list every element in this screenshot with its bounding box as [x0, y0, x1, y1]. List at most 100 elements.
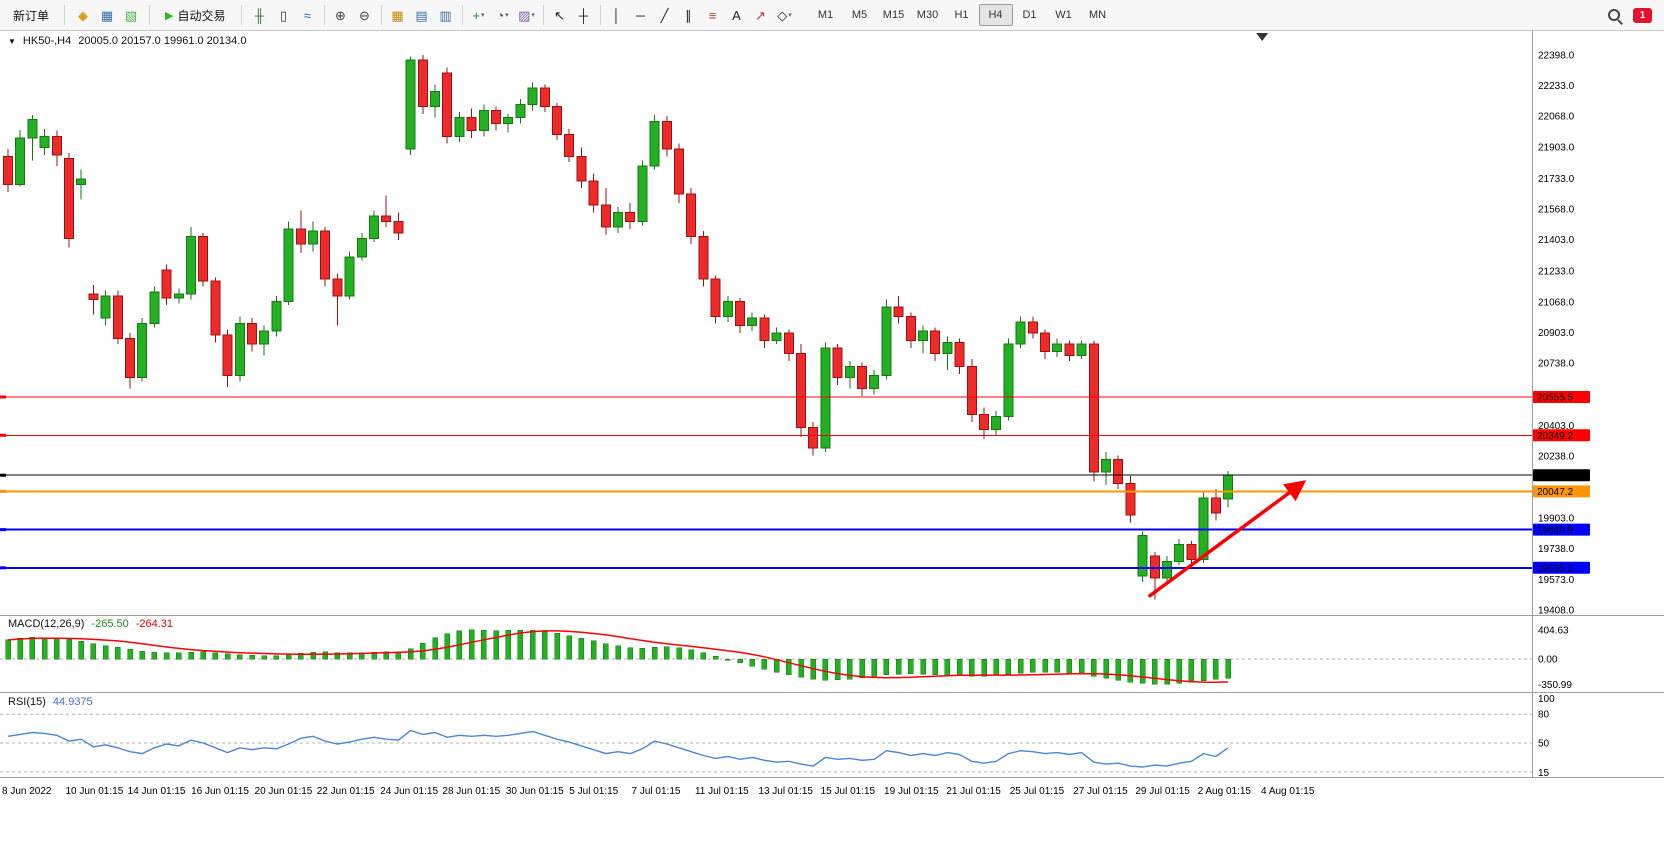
timeframe-button-m15[interactable]: M15 — [882, 9, 905, 21]
svg-text:0.00: 0.00 — [1538, 655, 1558, 666]
timeframe-button-w1[interactable]: W1 — [1055, 9, 1072, 21]
svg-text:5 Jul 01:15: 5 Jul 01:15 — [569, 786, 618, 797]
price-tag-19635.2: 19635.2 — [1533, 561, 1590, 574]
cursor-icon-glyph: ↖ — [554, 7, 565, 23]
trend-arrow[interactable] — [1147, 480, 1307, 599]
price-tag-20349.2: 20349.2 — [1533, 429, 1590, 442]
chart-canvas[interactable]: 22398.0 22233.0 22068.0 21903.0 21733.0 21568… — [0, 31, 1664, 801]
crosshair-icon[interactable]: ┼ — [572, 4, 596, 26]
horizontal-line-20555.5[interactable] — [0, 395, 1532, 399]
shapes-icon[interactable]: ◇ ▾ — [773, 4, 797, 26]
svg-text:19840.9: 19840.9 — [1537, 525, 1574, 536]
svg-text:29 Jul 01:15: 29 Jul 01:15 — [1135, 786, 1190, 797]
svg-text:20403.0: 20403.0 — [1538, 421, 1575, 432]
chevron-down-icon: ▾ — [505, 11, 509, 19]
horizontal-line-19635.2[interactable] — [0, 566, 1532, 570]
notification-badge[interactable]: 1 — [1633, 7, 1652, 23]
horizontal-line-icon[interactable]: ─ — [629, 4, 653, 26]
hline-left-marker — [0, 433, 6, 437]
autotrading-label: 自动交易 — [177, 8, 226, 23]
rsi-line — [7, 729, 1229, 768]
toolbar-divider — [542, 5, 544, 25]
cascade-windows-icon[interactable]: ▤ — [410, 4, 434, 26]
svg-text:22398.0: 22398.0 — [1538, 50, 1575, 61]
horizontal-line-19840.9[interactable] — [0, 528, 1532, 532]
toolbar-divider — [64, 5, 66, 25]
cascade-windows-icon-glyph: ▤ — [415, 7, 428, 23]
bar-chart-icon[interactable]: ╫ — [248, 4, 272, 26]
rsi-axis-labels: 100 80 50 15 — [1538, 694, 1555, 779]
hline-left-marker — [0, 473, 6, 477]
arrange-windows-icon-glyph: ▥ — [439, 7, 452, 23]
svg-text:-350.99: -350.99 — [1538, 680, 1572, 691]
svg-text:7 Jul 01:15: 7 Jul 01:15 — [632, 786, 681, 797]
text-icon[interactable]: A — [725, 4, 749, 26]
timeframe-button-mn[interactable]: MN — [1088, 9, 1107, 21]
svg-text:20238.0: 20238.0 — [1538, 451, 1575, 462]
data-window-icon[interactable]: ▦ — [95, 4, 119, 26]
horizontal-line-20047.2[interactable] — [0, 489, 1532, 493]
search-icon[interactable] — [1606, 7, 1623, 24]
svg-text:27 Jul 01:15: 27 Jul 01:15 — [1073, 786, 1128, 797]
channel-icon[interactable]: ∥ — [677, 4, 701, 26]
window-icons-group: ◆ ▦ ▧ — [71, 4, 143, 26]
line-chart-icon[interactable]: ≈ — [296, 4, 320, 26]
timeframe-button-d1[interactable]: D1 — [1022, 9, 1037, 21]
main-toolbar: 新订单 ◆ ▦ ▧ ▶ 自动交易 ╫ ▯ ≈ ⊕ ⊖ ▦ ▤ ▥ + ▾ ◔ ▾ ▨ ▾ ↖ ┼ │ ─ ╱ ∥ ≡ A ↗ ◇ ▾… — [0, 0, 1664, 31]
tile-windows-icon[interactable]: ▦ — [386, 4, 410, 26]
hline-left-marker — [0, 566, 6, 570]
templates-icon[interactable]: ▨ ▾ — [515, 4, 539, 26]
arrange-windows-icon[interactable]: ▥ — [434, 4, 458, 26]
toolbar-divider — [380, 5, 382, 25]
svg-text:20555.5: 20555.5 — [1537, 392, 1574, 403]
svg-text:19738.0: 19738.0 — [1538, 544, 1575, 555]
zoom-in-icon[interactable]: ⊕ — [329, 4, 353, 26]
timeframe-button-h4[interactable]: H4 — [978, 4, 1013, 26]
time-axis-labels: 8 Jun 2022 10 Jun 01:15 14 Jun 01:15 16 Jun… — [2, 786, 1315, 797]
macd-histogram — [5, 629, 1231, 685]
arrows-icon[interactable]: ↗ — [749, 4, 773, 26]
vertical-line-icon-glyph: │ — [612, 7, 621, 23]
horizontal-line-20349.2[interactable] — [0, 433, 1532, 437]
timeframe-button-m5[interactable]: M5 — [851, 9, 868, 21]
timeframe-button-h1[interactable]: H1 — [954, 9, 969, 21]
svg-text:19903.0: 19903.0 — [1538, 514, 1575, 525]
svg-text:10 Jun 01:15: 10 Jun 01:15 — [65, 786, 123, 797]
svg-text:21 Jul 01:15: 21 Jul 01:15 — [946, 786, 1001, 797]
navigator-icon[interactable]: ▧ — [119, 4, 143, 26]
market-watch-icon[interactable]: ◆ — [71, 4, 95, 26]
pane-separators — [0, 31, 1664, 778]
chart-shift-marker[interactable] — [1256, 33, 1269, 41]
line-chart-icon-glyph: ≈ — [303, 7, 312, 23]
horizontal-line-20134.0[interactable] — [0, 473, 1532, 477]
svg-text:20738.0: 20738.0 — [1538, 359, 1575, 370]
autotrading-play-icon: ▶ — [165, 9, 174, 22]
fibonacci-icon[interactable]: ≡ — [701, 4, 725, 26]
svg-text:15: 15 — [1538, 768, 1550, 779]
timeframe-button-m30[interactable]: M30 — [916, 9, 939, 21]
zoom-out-icon[interactable]: ⊖ — [353, 4, 377, 26]
autotrading-button[interactable]: ▶ 自动交易 — [156, 3, 234, 28]
svg-text:20349.2: 20349.2 — [1537, 431, 1574, 442]
timeframe-button-m1[interactable]: M1 — [817, 9, 834, 21]
hline-left-marker — [0, 395, 6, 399]
svg-text:4 Aug 01:15: 4 Aug 01:15 — [1261, 786, 1315, 797]
chart-tools-group: ╫ ▯ ≈ ⊕ ⊖ ▦ ▤ ▥ + ▾ ◔ ▾ ▨ ▾ ↖ ┼ │ ─ ╱ ∥ ≡ A ↗ ◇ ▾ — [248, 4, 797, 26]
svg-text:100: 100 — [1538, 694, 1555, 705]
cursor-icon[interactable]: ↖ — [548, 4, 572, 26]
timeframe-group: M1 M5 M15 M30 H1 H4 D1 W1 MN — [809, 4, 1115, 26]
chevron-down-icon: ▾ — [531, 11, 535, 19]
trendline-icon-glyph: ╱ — [660, 7, 669, 23]
arrows-icon-glyph: ↗ — [755, 7, 766, 23]
svg-text:50: 50 — [1538, 739, 1550, 750]
svg-text:80: 80 — [1538, 710, 1550, 721]
indicators-icon[interactable]: + ▾ — [467, 4, 491, 26]
trendline-icon[interactable]: ╱ — [653, 4, 677, 26]
svg-text:2 Aug 01:15: 2 Aug 01:15 — [1198, 786, 1252, 797]
candlestick-chart-icon[interactable]: ▯ — [272, 4, 296, 26]
periods-icon[interactable]: ◔ ▾ — [491, 4, 515, 26]
new-order-button[interactable]: 新订单 — [4, 3, 58, 28]
vertical-line-icon[interactable]: │ — [605, 4, 629, 26]
chevron-down-icon: ▾ — [481, 11, 485, 19]
svg-text:13 Jul 01:15: 13 Jul 01:15 — [758, 786, 813, 797]
